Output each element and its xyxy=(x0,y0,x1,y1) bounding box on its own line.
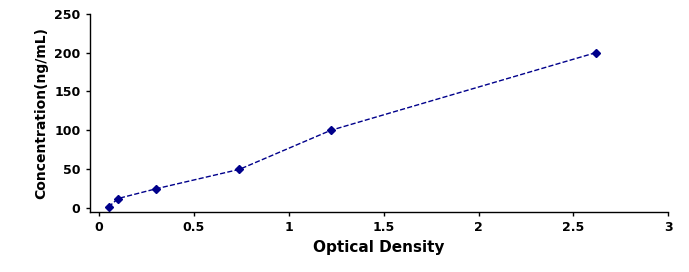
X-axis label: Optical Density: Optical Density xyxy=(313,240,444,255)
Y-axis label: Concentration(ng/mL): Concentration(ng/mL) xyxy=(34,27,49,199)
